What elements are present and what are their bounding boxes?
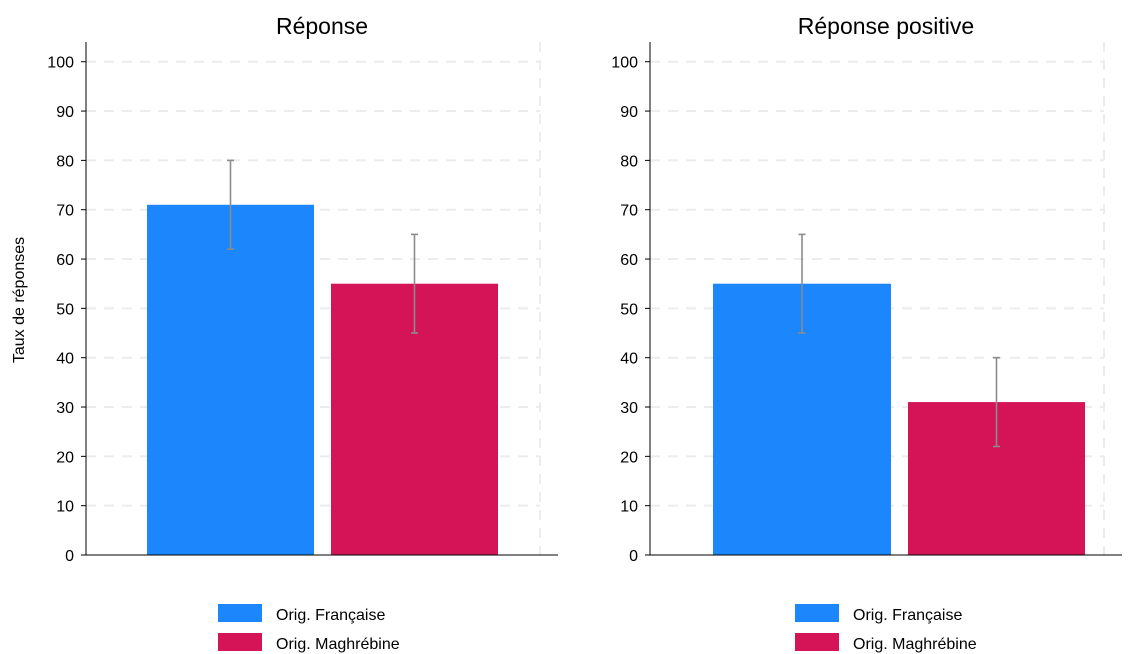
y-tick-label: 100: [611, 55, 638, 72]
legend-swatch-francaise: [795, 604, 839, 622]
chart-title: Réponse positive: [798, 13, 974, 39]
y-tick-label: 10: [620, 499, 638, 516]
legend-label-francaise: Orig. Française: [853, 607, 962, 624]
y-tick-label: 40: [56, 351, 74, 368]
y-tick-label: 20: [620, 449, 638, 466]
y-tick-label: 30: [620, 400, 638, 417]
y-tick-label: 0: [65, 548, 74, 565]
y-tick-label: 80: [56, 153, 74, 170]
y-tick-label: 70: [56, 203, 74, 220]
legend-swatch-maghrebine: [795, 633, 839, 651]
chart-panel-2: Réponse positive 0 10 20 30 40 50 60 70 80 90 100 Or…: [611, 13, 1122, 653]
legend-swatch-francaise: [218, 604, 262, 622]
y-tick-label: 100: [47, 55, 74, 72]
y-axis-label: Taux de réponses: [11, 237, 28, 363]
y-tick-label: 50: [620, 301, 638, 318]
bar-francaise: [147, 204, 314, 555]
y-tick-label: 60: [620, 252, 638, 269]
y-tick-label: 50: [56, 301, 74, 318]
y-tick-label: 0: [629, 548, 638, 565]
legend-label-francaise: Orig. Française: [276, 607, 385, 624]
y-tick-label: 10: [56, 499, 74, 516]
y-tick-label: 20: [56, 449, 74, 466]
y-tick-label: 70: [620, 203, 638, 220]
y-tick-label: 40: [620, 351, 638, 368]
y-tick-label: 90: [620, 104, 638, 121]
y-tick-label: 30: [56, 400, 74, 417]
legend-swatch-maghrebine: [218, 633, 262, 651]
chart-title: Réponse: [276, 13, 368, 39]
y-tick-label: 90: [56, 104, 74, 121]
legend-label-maghrebine: Orig. Maghrébine: [853, 636, 977, 653]
chart-panel-1: Réponse 0 10 20 30 40 50 60 70 80 90 100 Orig. Franç…: [47, 13, 558, 653]
y-tick-label: 60: [56, 252, 74, 269]
legend-label-maghrebine: Orig. Maghrébine: [276, 636, 400, 653]
y-tick-label: 80: [620, 153, 638, 170]
